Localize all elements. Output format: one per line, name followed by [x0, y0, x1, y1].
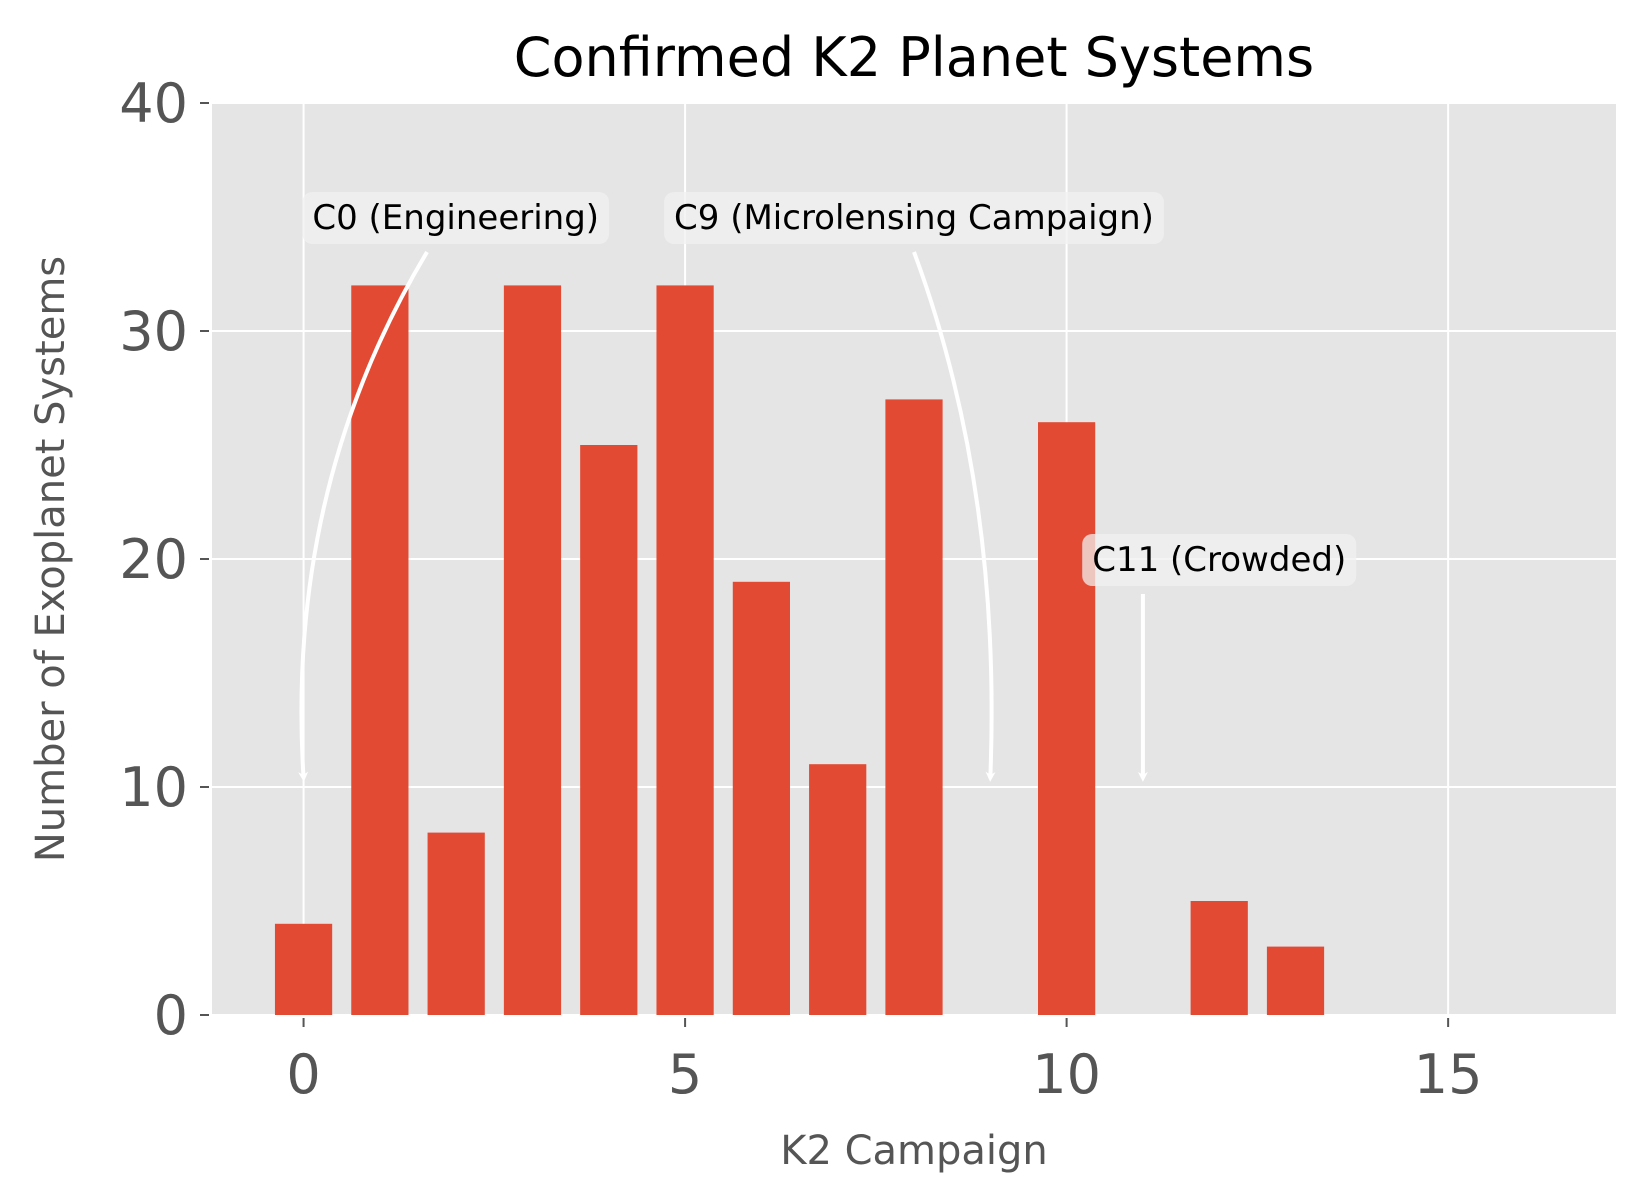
y-tick-label-1: 10	[119, 756, 188, 819]
annotation-arrow-0	[298, 250, 429, 782]
bar-campaign-13	[1266, 946, 1325, 1015]
x-axis-ticks: 0 5 10 15	[286, 1018, 1482, 1106]
annotation-arrow-1	[912, 251, 996, 782]
y-tick-label-2: 20	[119, 528, 188, 591]
bar-campaign-8	[885, 399, 943, 1015]
y-tick-label-4: 40	[119, 72, 188, 135]
annotations: C0 (Engineering) C9 (Microlensing Campaig…	[298, 192, 1357, 782]
chart-title: Confirmed K2 Planet Systems	[514, 26, 1314, 89]
bar-campaign-6	[732, 581, 791, 1015]
x-axis-label: K2 Campaign	[780, 1128, 1048, 1174]
annotation-text-0: C0 (Engineering)	[312, 198, 599, 238]
x-tick-label-1: 5	[668, 1043, 702, 1106]
annotation-0: C0 (Engineering)	[298, 192, 610, 782]
x-tick-label-3: 15	[1414, 1043, 1483, 1106]
bar-campaign-5	[656, 285, 714, 1015]
x-tick-label-0: 0	[286, 1043, 320, 1106]
bar-campaign-4	[580, 445, 638, 1015]
y-axis-ticks: 0 10 20 30 40	[119, 72, 209, 1047]
bar-campaign-12	[1190, 901, 1248, 1015]
y-axis-label: Number of Exoplanet Systems	[28, 256, 74, 862]
bars	[274, 285, 1325, 1015]
annotation-1: C9 (Microlensing Campaign)	[664, 192, 1164, 782]
annotation-box-1	[664, 192, 1164, 244]
annotation-2: C11 (Crowded)	[1082, 534, 1357, 782]
y-tick-label-3: 30	[119, 300, 188, 363]
annotation-text-1: C9 (Microlensing Campaign)	[674, 198, 1154, 238]
y-tick-label-0: 0	[154, 984, 188, 1047]
bar-campaign-0	[274, 923, 333, 1015]
bar-campaign-2	[427, 832, 485, 1015]
bar-campaign-7	[809, 764, 867, 1015]
x-tick-label-2: 10	[1032, 1043, 1101, 1106]
annotation-box-0	[302, 192, 610, 244]
annotation-text-2: C11 (Crowded)	[1092, 540, 1346, 580]
bar-campaign-1	[351, 285, 409, 1015]
bar-campaign-10	[1037, 422, 1096, 1015]
annotation-box-2	[1082, 534, 1357, 586]
bar-campaign-3	[503, 285, 562, 1015]
